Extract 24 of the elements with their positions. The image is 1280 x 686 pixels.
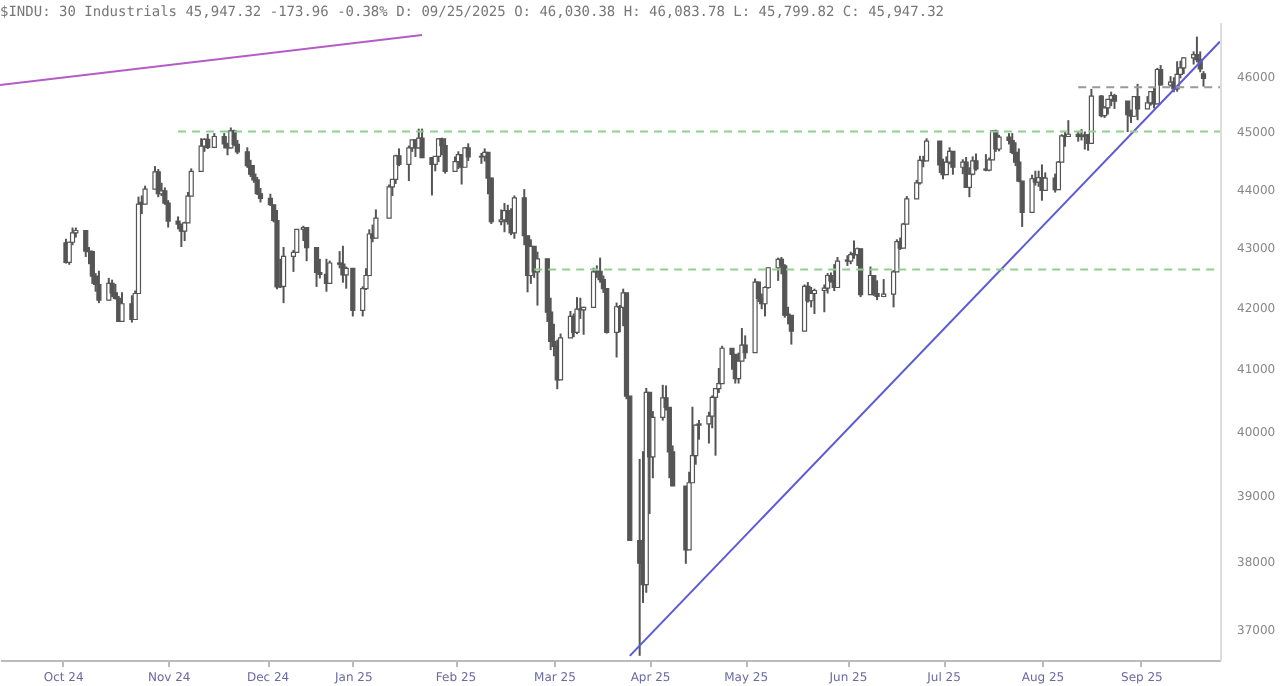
candlestick bbox=[1088, 87, 1095, 145]
candlestick bbox=[1134, 82, 1141, 122]
candlestick bbox=[350, 267, 356, 318]
candlestick bbox=[244, 146, 250, 169]
candlestick bbox=[874, 279, 880, 302]
candlestick bbox=[742, 334, 748, 360]
candlestick bbox=[811, 287, 818, 316]
candlestick bbox=[574, 296, 580, 336]
candlestick bbox=[834, 256, 841, 289]
candlestick bbox=[327, 259, 333, 285]
candlestick bbox=[950, 150, 956, 176]
candlestick bbox=[119, 291, 125, 323]
candlestick bbox=[419, 127, 425, 160]
candlestick bbox=[857, 247, 864, 299]
candlestick bbox=[735, 351, 742, 385]
candlestick bbox=[386, 183, 392, 220]
candlestick bbox=[313, 246, 320, 288]
candlestick bbox=[937, 140, 943, 174]
candlestick bbox=[1029, 173, 1035, 214]
candlestick bbox=[406, 144, 412, 183]
candlestick bbox=[719, 344, 725, 385]
candlestick bbox=[557, 332, 564, 381]
candlestick bbox=[871, 274, 877, 297]
candlestick bbox=[966, 166, 973, 199]
